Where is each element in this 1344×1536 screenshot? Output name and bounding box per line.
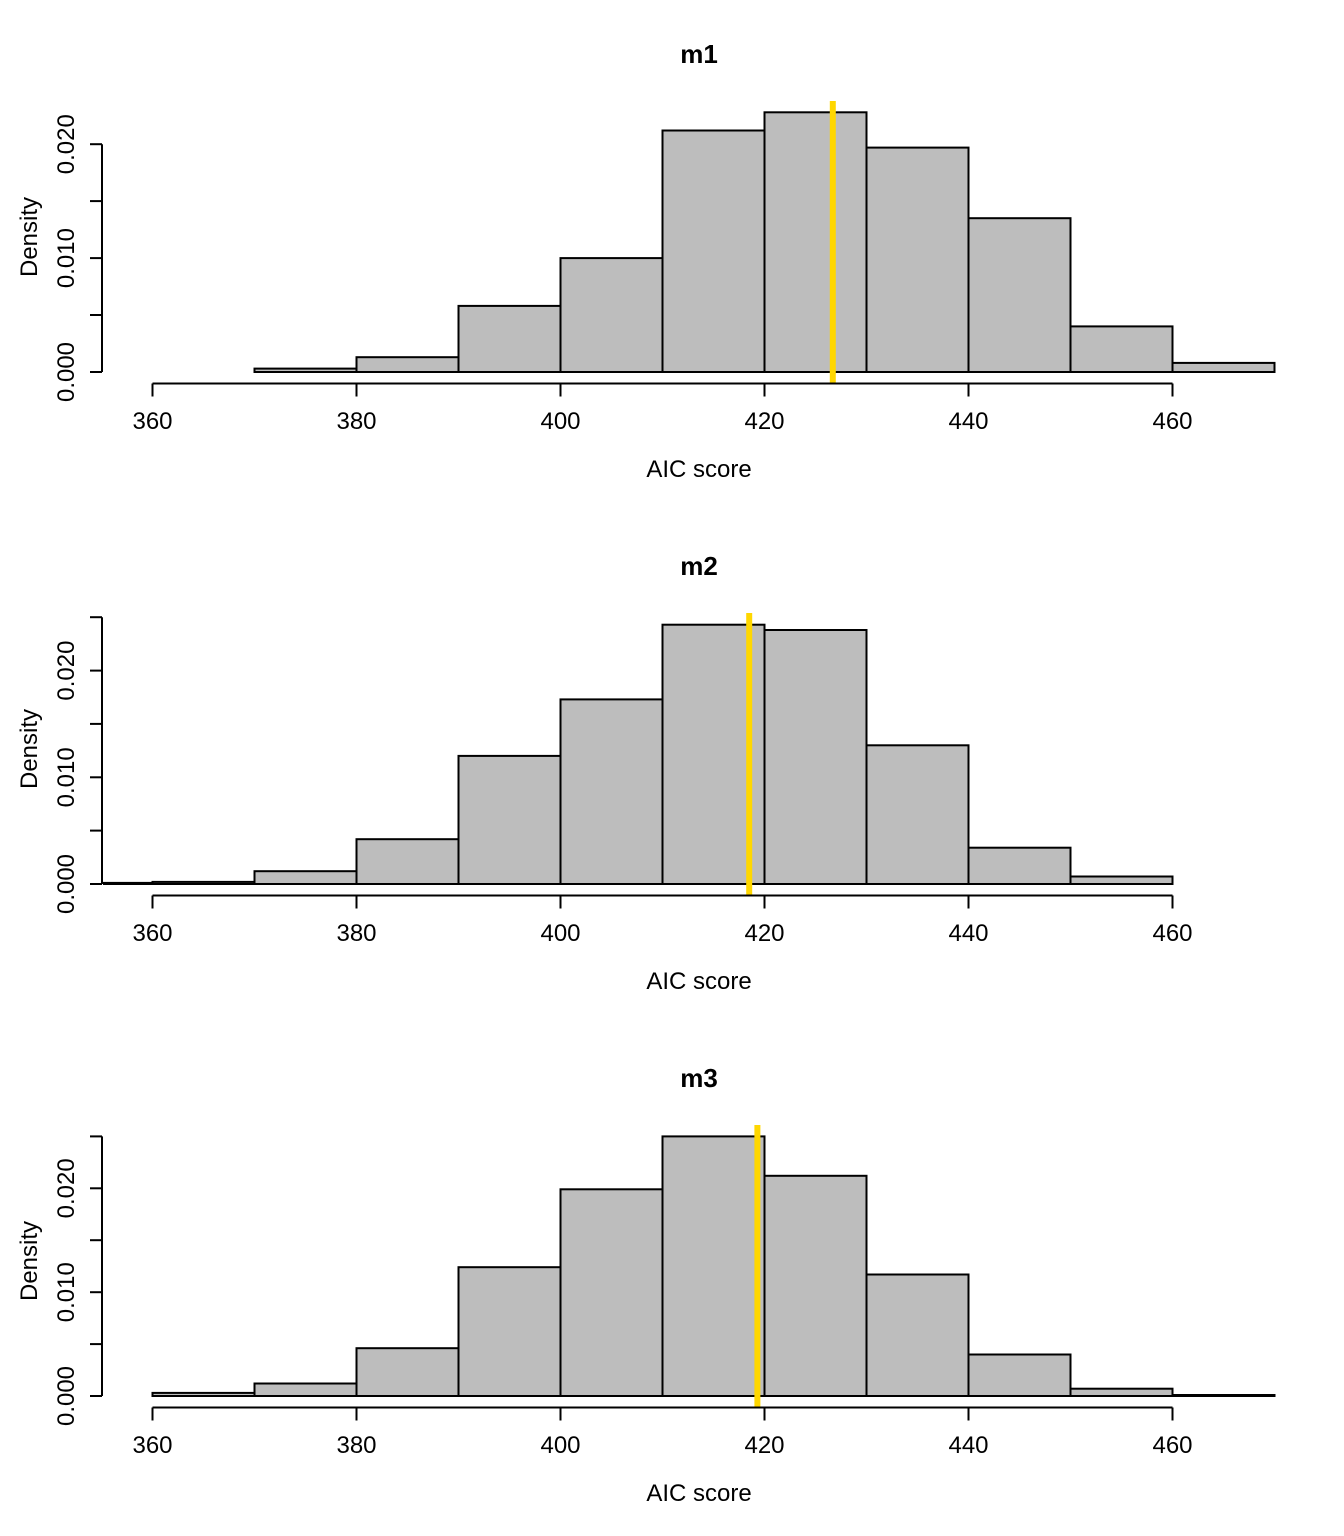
y-tick-label: 0.010 [53, 747, 80, 807]
x-tick-label: 380 [336, 920, 376, 947]
histogram-bar [661, 1135, 766, 1398]
histogram-bar [1069, 325, 1174, 373]
y-tick-label: 0.020 [53, 641, 80, 701]
histogram-svg-m2: 360 380 400 420 440 460 0.000 0.010 0.020 [53, 613, 1193, 947]
y-axis-label: Density [16, 1220, 43, 1302]
x-tick-label: 400 [540, 1432, 580, 1459]
histogram-panel-3: 360 380 400 420 440 460 0.000 0.010 0.020 m3 Den… [0, 1024, 1344, 1536]
histogram-bar [253, 367, 358, 374]
histogram-bar [763, 629, 868, 885]
x-tick-label: 400 [540, 920, 580, 947]
histogram-bar [559, 1188, 664, 1397]
chart-title: m3 [680, 1063, 718, 1093]
histogram-svg-m1: 360 380 400 420 440 460 0.000 0.010 0.020 [53, 101, 1276, 435]
x-tick-label: 360 [132, 408, 172, 435]
histogram-bar [865, 1273, 970, 1397]
y-tick-label: 0.020 [53, 1158, 80, 1218]
histogram-bar [1069, 875, 1174, 885]
histogram-bar [559, 698, 664, 885]
x-tick-label: 460 [1152, 408, 1192, 435]
histogram-bar [355, 356, 460, 374]
x-tick-label: 440 [948, 920, 988, 947]
histogram-bar [457, 754, 562, 885]
y-tick-label: 0.000 [53, 342, 80, 402]
y-axis-label: Density [16, 708, 43, 790]
histogram-panel-1: 360 380 400 420 440 460 0.000 0.010 0.020 m1 Den… [0, 0, 1344, 512]
x-tick-label: 360 [132, 1432, 172, 1459]
histogram-bar [661, 129, 766, 373]
y-tick-label: 0.000 [53, 1366, 80, 1426]
histogram-bar [865, 744, 970, 885]
x-tick-label: 440 [948, 1432, 988, 1459]
y-tick-label: 0.010 [53, 1262, 80, 1322]
x-tick-label: 360 [132, 920, 172, 947]
histogram-bar [253, 1382, 358, 1397]
y-tick-label: 0.010 [53, 228, 80, 288]
histogram-bar [355, 838, 460, 886]
x-tick-label: 420 [744, 1432, 784, 1459]
x-tick-label: 460 [1152, 1432, 1192, 1459]
histogram-bar [559, 257, 664, 374]
histogram-bar [967, 846, 1072, 886]
x-axis-label: AIC score [646, 456, 752, 483]
histogram-bar [1069, 1387, 1174, 1398]
y-tick-label: 0.000 [53, 854, 80, 914]
chart-title: m1 [680, 39, 718, 69]
histogram-bar [763, 1174, 868, 1397]
histogram-bar [253, 870, 358, 886]
y-tick-label: 0.020 [53, 114, 80, 174]
histogram-bar [967, 217, 1072, 373]
histogram-bar [865, 146, 970, 373]
histogram-bar [1171, 1394, 1276, 1397]
x-tick-label: 420 [744, 408, 784, 435]
histogram-svg-m3: 360 380 400 420 440 460 0.000 0.010 0.020 [53, 1125, 1276, 1459]
histogram-bar [457, 1266, 562, 1397]
x-axis-label: AIC score [646, 1480, 752, 1507]
x-axis-label: AIC score [646, 968, 752, 995]
x-tick-label: 420 [744, 920, 784, 947]
chart-title: m2 [680, 551, 718, 581]
histogram-bar [1171, 361, 1276, 373]
histogram-bar [151, 1391, 256, 1397]
histogram-panel-2: 360 380 400 420 440 460 0.000 0.010 0.020 m2 Den… [0, 512, 1344, 1024]
histogram-bar [967, 1353, 1072, 1397]
histogram-bar [763, 111, 868, 374]
x-tick-label: 460 [1152, 920, 1192, 947]
x-tick-label: 380 [336, 408, 376, 435]
histogram-bar [355, 1347, 460, 1398]
x-tick-label: 380 [336, 1432, 376, 1459]
histogram-bar [151, 880, 256, 885]
y-axis-label: Density [16, 196, 43, 278]
histogram-bar [103, 881, 154, 885]
x-tick-label: 440 [948, 408, 988, 435]
x-tick-label: 400 [540, 408, 580, 435]
histogram-bar [457, 304, 562, 373]
